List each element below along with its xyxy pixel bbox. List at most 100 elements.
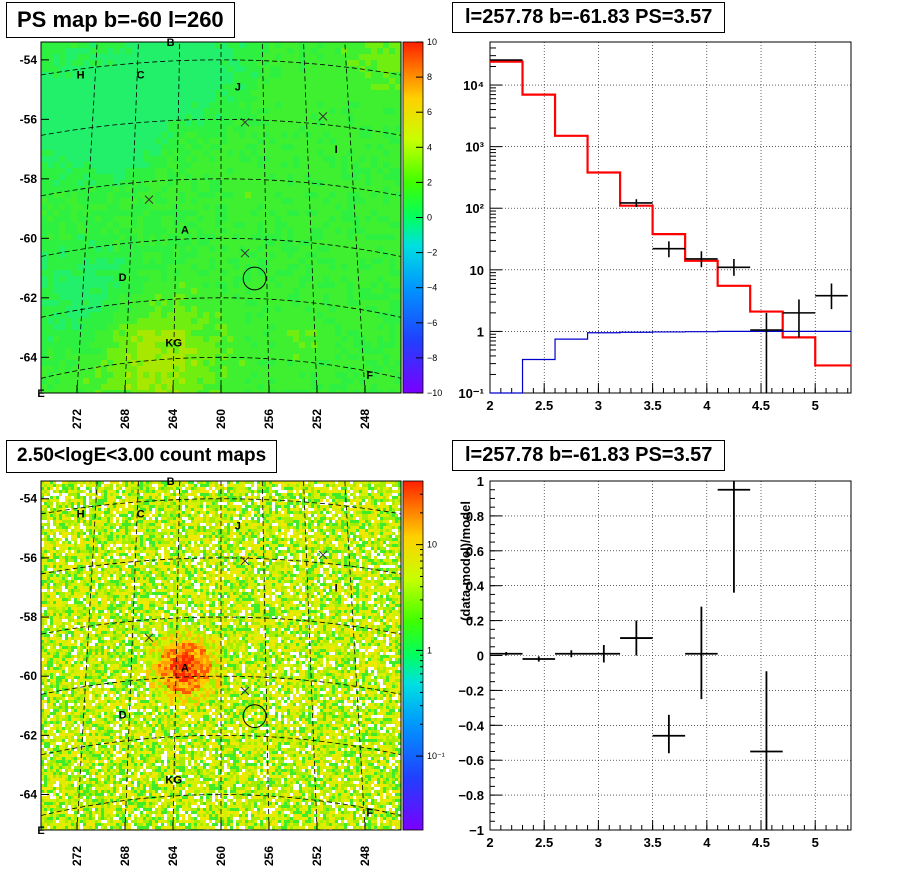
heatmap-cell <box>155 240 161 246</box>
heatmap-cell <box>173 330 179 336</box>
heatmap-cell <box>281 114 287 120</box>
heatmap-cell <box>389 288 395 294</box>
latitude-line <box>40 238 402 257</box>
heatmap-cell <box>272 493 275 496</box>
heatmap-cell <box>251 502 254 505</box>
heatmap-cell <box>239 234 245 240</box>
heatmap-cell <box>389 132 395 138</box>
heatmap-cell <box>278 484 281 487</box>
heatmap-cell <box>179 144 185 150</box>
heatmap-cell <box>131 114 137 120</box>
heatmap-cell <box>161 490 164 493</box>
heatmap-cell <box>71 493 74 496</box>
heatmap-cell <box>95 228 101 234</box>
heatmap-cell <box>191 354 197 360</box>
heatmap-cell <box>275 505 278 508</box>
heatmap-cell <box>173 348 179 354</box>
heatmap-cell <box>371 499 374 502</box>
heatmap-cell <box>113 490 116 493</box>
heatmap-cell <box>83 102 89 108</box>
heatmap-cell <box>173 84 179 90</box>
heatmap-cell <box>251 493 254 496</box>
heatmap-cell <box>284 502 287 505</box>
heatmap-cell <box>320 487 323 490</box>
heatmap-cell <box>389 60 395 66</box>
heatmap-cell <box>131 228 137 234</box>
heatmap-cell <box>83 336 89 342</box>
heatmap-cell <box>371 162 377 168</box>
heatmap-cell <box>161 144 167 150</box>
heatmap-cell <box>215 348 221 354</box>
heatmap-cell <box>395 484 398 487</box>
heatmap-cell <box>323 144 329 150</box>
heatmap-cell <box>47 138 53 144</box>
heatmap-cell <box>65 288 71 294</box>
heatmap-cell <box>41 502 44 505</box>
heatmap-cell <box>191 186 197 192</box>
heatmap-cell <box>311 246 317 252</box>
heatmap-cell <box>329 496 332 499</box>
heatmap-cell <box>287 222 293 228</box>
heatmap-cell <box>107 168 113 174</box>
heatmap-cell <box>143 264 149 270</box>
heatmap-cell <box>317 294 323 300</box>
heatmap-cell <box>386 481 389 484</box>
heatmap-cell <box>173 496 176 499</box>
heatmap-cell <box>251 228 257 234</box>
heatmap-cell <box>89 216 95 222</box>
heatmap-cell <box>68 496 71 499</box>
heatmap-cell <box>86 496 89 499</box>
heatmap-cell <box>257 330 263 336</box>
heatmap-cell <box>161 54 167 60</box>
heatmap-cell <box>248 508 251 511</box>
heatmap-cell <box>107 78 113 84</box>
heatmap-cell <box>59 138 65 144</box>
heatmap-cell <box>71 502 74 505</box>
heatmap-cell <box>323 264 329 270</box>
heatmap-cell <box>137 228 143 234</box>
heatmap-cell <box>389 114 395 120</box>
heatmap-cell <box>287 306 293 312</box>
heatmap-cell <box>203 162 209 168</box>
heatmap-cell <box>335 150 341 156</box>
heatmap-cell <box>185 132 191 138</box>
heatmap-cell <box>71 348 77 354</box>
heatmap-cell <box>101 493 104 496</box>
heatmap-cell <box>185 276 191 282</box>
heatmap-cell <box>131 324 137 330</box>
heatmap-cell <box>263 186 269 192</box>
heatmap-cell <box>269 276 275 282</box>
heatmap-cell <box>137 150 143 156</box>
heatmap-cell <box>227 499 230 502</box>
heatmap-cell <box>389 192 395 198</box>
heatmap-cell <box>335 42 341 48</box>
heatmap-cell <box>359 384 365 390</box>
heatmap-cell <box>167 222 173 228</box>
heatmap-cell <box>137 288 143 294</box>
heatmap-cell <box>335 264 341 270</box>
heatmap-cell <box>266 496 269 499</box>
heatmap-cell <box>389 487 392 490</box>
heatmap-cell <box>335 108 341 114</box>
heatmap-cell <box>317 324 323 330</box>
heatmap-cell <box>275 508 278 511</box>
heatmap-cell <box>383 168 389 174</box>
heatmap-cell <box>323 156 329 162</box>
heatmap-cell <box>173 324 179 330</box>
heatmap-cell <box>365 156 371 162</box>
heatmap-cell <box>95 366 101 372</box>
heatmap-cell <box>119 490 122 493</box>
heatmap-cell <box>227 78 233 84</box>
heatmap-cell <box>215 42 221 48</box>
heatmap-cell <box>167 96 173 102</box>
heatmap-cell <box>89 246 95 252</box>
heatmap-cell <box>227 372 233 378</box>
heatmap-cell <box>251 330 257 336</box>
heatmap-cell <box>338 484 341 487</box>
heatmap-cell <box>179 496 182 499</box>
heatmap-cell <box>341 342 347 348</box>
heatmap-cell <box>317 192 323 198</box>
heatmap-cell <box>347 144 353 150</box>
heatmap-cell <box>335 240 341 246</box>
heatmap-cell <box>281 490 284 493</box>
